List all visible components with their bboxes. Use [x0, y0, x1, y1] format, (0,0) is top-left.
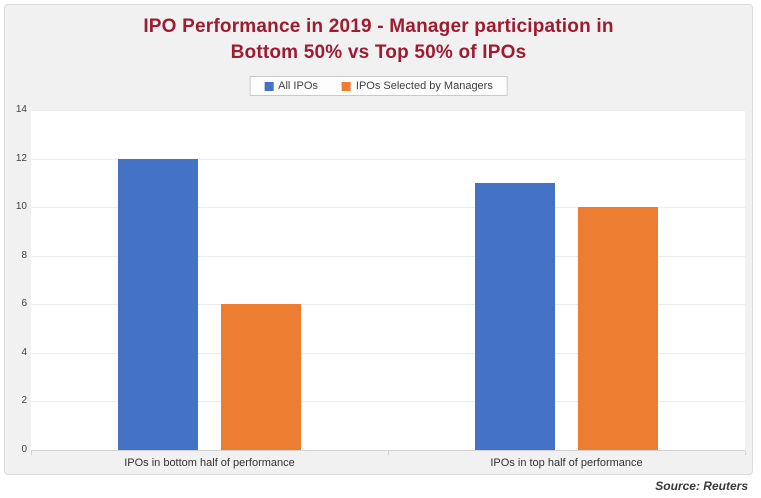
gridline	[31, 207, 745, 209]
bar-all-ipos-cat1	[475, 182, 555, 450]
legend-label: IPOs Selected by Managers	[355, 80, 493, 92]
y-tick-label: 10	[15, 201, 27, 213]
chart-panel: IPO Performance in 2019 - Manager partic…	[4, 4, 753, 475]
bar-all-ipos-cat0	[118, 158, 198, 450]
source-credit: Source: Reuters	[655, 479, 748, 493]
gridline	[31, 304, 745, 306]
plot-area	[31, 110, 745, 451]
gridline	[31, 110, 745, 111]
gridline	[31, 401, 745, 403]
y-tick-label: 14	[15, 104, 27, 115]
category-axis-tick	[31, 451, 32, 455]
legend-swatch-icon	[341, 81, 351, 91]
y-tick-label: 0	[21, 444, 27, 455]
legend-item-1: IPOs Selected by Managers	[341, 80, 493, 92]
legend-label: All IPOs	[278, 80, 318, 92]
legend-item-0: All IPOs	[264, 80, 318, 92]
bar-ipos-selected-by-managers-cat1	[578, 207, 658, 450]
x-category-label: IPOs in bottom half of performance	[124, 457, 295, 469]
y-tick-label: 12	[15, 152, 27, 164]
chart-title-line1: IPO Performance in 2019 - Manager partic…	[143, 16, 614, 37]
gridline	[31, 255, 745, 257]
category-axis-tick	[388, 451, 389, 455]
y-tick-label: 8	[21, 249, 27, 261]
category-axis-tick	[745, 451, 746, 455]
y-tick-label: 4	[21, 346, 27, 358]
gridline	[31, 352, 745, 354]
bar-ipos-selected-by-managers-cat0	[221, 304, 301, 450]
y-tick-label: 6	[21, 298, 27, 310]
chart-title-line2: Bottom 50% vs Top 50% of IPOs	[230, 42, 527, 63]
x-category-label: IPOs in top half of performance	[490, 457, 643, 469]
legend: All IPOs IPOs Selected by Managers	[249, 76, 508, 96]
legend-swatch-icon	[264, 81, 274, 91]
y-tick-label: 2	[21, 395, 27, 407]
gridline	[31, 158, 745, 160]
chart-title: IPO Performance in 2019 - Manager partic…	[5, 14, 752, 66]
